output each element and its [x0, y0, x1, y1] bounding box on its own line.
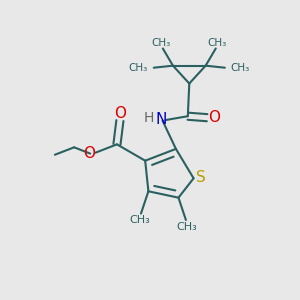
- Text: O: O: [84, 146, 96, 161]
- Text: CH₃: CH₃: [152, 38, 171, 48]
- Text: CH₃: CH₃: [231, 63, 250, 73]
- Text: O: O: [114, 106, 126, 121]
- Text: H: H: [143, 111, 154, 125]
- Text: CH₃: CH₃: [130, 215, 150, 225]
- Text: O: O: [208, 110, 220, 124]
- Text: CH₃: CH₃: [208, 38, 227, 48]
- Text: CH₃: CH₃: [128, 63, 148, 73]
- Text: CH₃: CH₃: [176, 221, 197, 232]
- Text: N: N: [155, 112, 166, 127]
- Text: S: S: [196, 170, 206, 185]
